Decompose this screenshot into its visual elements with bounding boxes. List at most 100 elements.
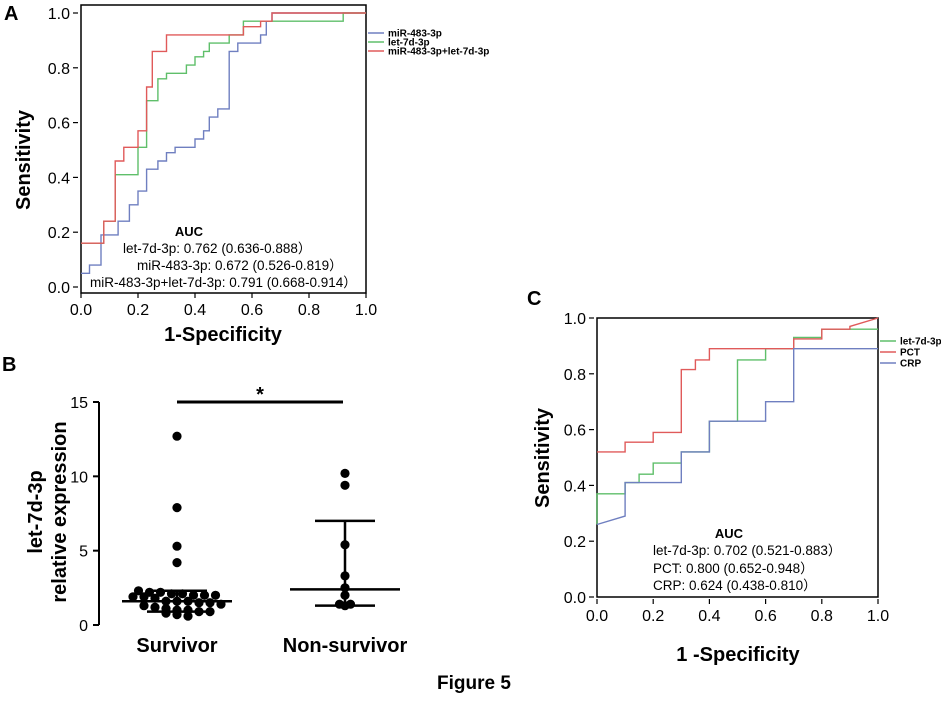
x-tick-label: 0.2 bbox=[642, 608, 664, 625]
x-tick-label: 1.0 bbox=[355, 302, 377, 319]
panel-c-auc-line: let-7d-3p: 0.702 (0.521-0.883） bbox=[653, 543, 841, 558]
legend-label: PCT bbox=[900, 348, 920, 359]
data-point bbox=[216, 599, 226, 609]
legend-label: CRP bbox=[900, 359, 921, 370]
y-tick-label: 15 bbox=[70, 395, 88, 412]
data-point bbox=[340, 480, 350, 490]
data-point bbox=[172, 605, 182, 615]
x-tick-label: 0.8 bbox=[811, 608, 833, 625]
panel-a-curves bbox=[81, 12, 366, 274]
x-tick-label: 0.4 bbox=[184, 302, 206, 319]
panel-a-ylabel: Sensitivity bbox=[13, 109, 35, 210]
data-point bbox=[128, 592, 138, 602]
y-tick-label: 5 bbox=[79, 544, 88, 561]
y-tick-label: 0.2 bbox=[564, 534, 586, 551]
data-point bbox=[161, 596, 171, 606]
data-point bbox=[144, 587, 155, 597]
y-tick-label: 10 bbox=[70, 469, 88, 486]
panel-a-auc-line: miR-483-3p+let-7d-3p: 0.791 (0.668-0.914… bbox=[90, 275, 357, 290]
panel-a-auc-line: let-7d-3p: 0.762 (0.636-0.888） bbox=[123, 241, 311, 256]
panel-c-xlabel: 1 -Specificity bbox=[676, 644, 800, 666]
x-tick-label: 0.0 bbox=[586, 608, 608, 625]
y-tick-label: 0.4 bbox=[564, 478, 586, 495]
data-point bbox=[172, 431, 182, 441]
y-tick-label: 0.8 bbox=[48, 61, 70, 78]
panel-a-plot-frame bbox=[80, 4, 367, 294]
data-point bbox=[194, 607, 204, 617]
y-tick-label: 0 bbox=[79, 618, 88, 635]
data-point bbox=[166, 589, 177, 599]
panel-a-label: A bbox=[4, 3, 18, 25]
y-tick-label: 1.0 bbox=[564, 311, 586, 328]
data-point bbox=[183, 605, 193, 615]
data-point bbox=[161, 604, 171, 614]
panel-b-category-non-survivor: Non-survivor bbox=[283, 635, 408, 657]
y-tick-label: 0.0 bbox=[564, 590, 586, 607]
y-tick-label: 1.0 bbox=[48, 6, 70, 23]
panel-c-curves bbox=[596, 317, 879, 526]
y-tick-label: 0.6 bbox=[564, 423, 586, 440]
panel-b-category-survivor: Survivor bbox=[136, 635, 217, 657]
panel-c-auc-line: PCT: 0.800 (0.652-0.948） bbox=[653, 561, 814, 576]
legend-label: miR-483-3p+let-7d-3p bbox=[388, 47, 489, 58]
data-point bbox=[340, 540, 350, 550]
legend-label: let-7d-3p bbox=[900, 337, 941, 348]
panel-a: A 0.0 0.2 0.4 0.6 0.8 1.0 0.0 0.2 0.4 0.6 0.8 1.0 m… bbox=[4, 3, 489, 346]
roc-curve-mir-483-3p-let-7d-3p bbox=[81, 12, 366, 244]
figure-caption: Figure 5 bbox=[437, 673, 511, 694]
panel-c-label: C bbox=[527, 288, 541, 310]
data-point bbox=[334, 599, 345, 609]
data-point bbox=[205, 607, 215, 617]
x-tick-label: 0.6 bbox=[754, 608, 776, 625]
data-point bbox=[172, 541, 182, 551]
data-point bbox=[188, 590, 199, 600]
panel-b-ylabel-line1: let-7d-3p bbox=[25, 470, 47, 553]
data-point bbox=[194, 598, 204, 608]
roc-curve-mir-483-3p bbox=[81, 12, 366, 274]
panel-b: B 0 5 10 15 let-7d-3p relative expression S… bbox=[2, 354, 407, 657]
data-point bbox=[139, 601, 149, 611]
panel-c: C 0.0 0.2 0.4 0.6 0.8 1.0 0.0 0.2 0.4 0.6 0.8 1.0 l… bbox=[527, 288, 941, 666]
x-tick-label: 0.2 bbox=[127, 302, 149, 319]
data-point bbox=[340, 583, 350, 593]
data-point bbox=[172, 596, 182, 606]
roc-curve-pct bbox=[597, 317, 879, 453]
y-tick-label: 0.2 bbox=[48, 225, 70, 242]
data-point bbox=[199, 590, 210, 600]
data-point bbox=[210, 590, 221, 600]
roc-curve-let-7d-3p bbox=[81, 12, 366, 244]
x-tick-label: 0.0 bbox=[70, 302, 92, 319]
panel-b-marks bbox=[122, 431, 400, 621]
panel-b-label: B bbox=[2, 354, 16, 376]
panel-a-auc-title: AUC bbox=[175, 224, 204, 239]
data-point bbox=[172, 503, 182, 513]
panel-a-auc-line: miR-483-3p: 0.672 (0.526-0.819） bbox=[137, 258, 343, 273]
data-point bbox=[177, 589, 188, 599]
significance-star: * bbox=[256, 384, 264, 406]
data-point bbox=[340, 468, 350, 478]
x-tick-label: 1.0 bbox=[867, 608, 889, 625]
data-point bbox=[172, 558, 182, 568]
data-point bbox=[340, 590, 350, 600]
panel-a-axes: 0.0 0.2 0.4 0.6 0.8 1.0 0.0 0.2 0.4 0.6 0.8 1.0 bbox=[48, 6, 377, 319]
data-point bbox=[183, 596, 193, 606]
panel-c-auc-line: CRP: 0.624 (0.438-0.810） bbox=[653, 578, 817, 593]
legend-label: miR-483-3p bbox=[388, 29, 442, 40]
x-tick-label: 0.8 bbox=[298, 302, 320, 319]
y-tick-label: 0.8 bbox=[564, 367, 586, 384]
y-tick-label: 0.6 bbox=[48, 116, 70, 133]
y-tick-label: 0.4 bbox=[48, 170, 70, 187]
data-point bbox=[155, 587, 166, 597]
data-point bbox=[133, 586, 144, 596]
panel-a-xlabel: 1-Specificity bbox=[164, 324, 283, 346]
panel-b-ylabel-line2: relative expression bbox=[49, 421, 71, 602]
panel-c-axes: 0.0 0.2 0.4 0.6 0.8 1.0 0.0 0.2 0.4 0.6 0.8 1.0 bbox=[564, 311, 889, 625]
roc-curve-let-7d-3p bbox=[596, 328, 878, 525]
panel-c-plot-frame bbox=[596, 317, 879, 598]
panel-b-axes: 0 5 10 15 bbox=[70, 395, 100, 635]
data-point bbox=[150, 602, 160, 612]
y-tick-label: 0.0 bbox=[48, 280, 70, 297]
